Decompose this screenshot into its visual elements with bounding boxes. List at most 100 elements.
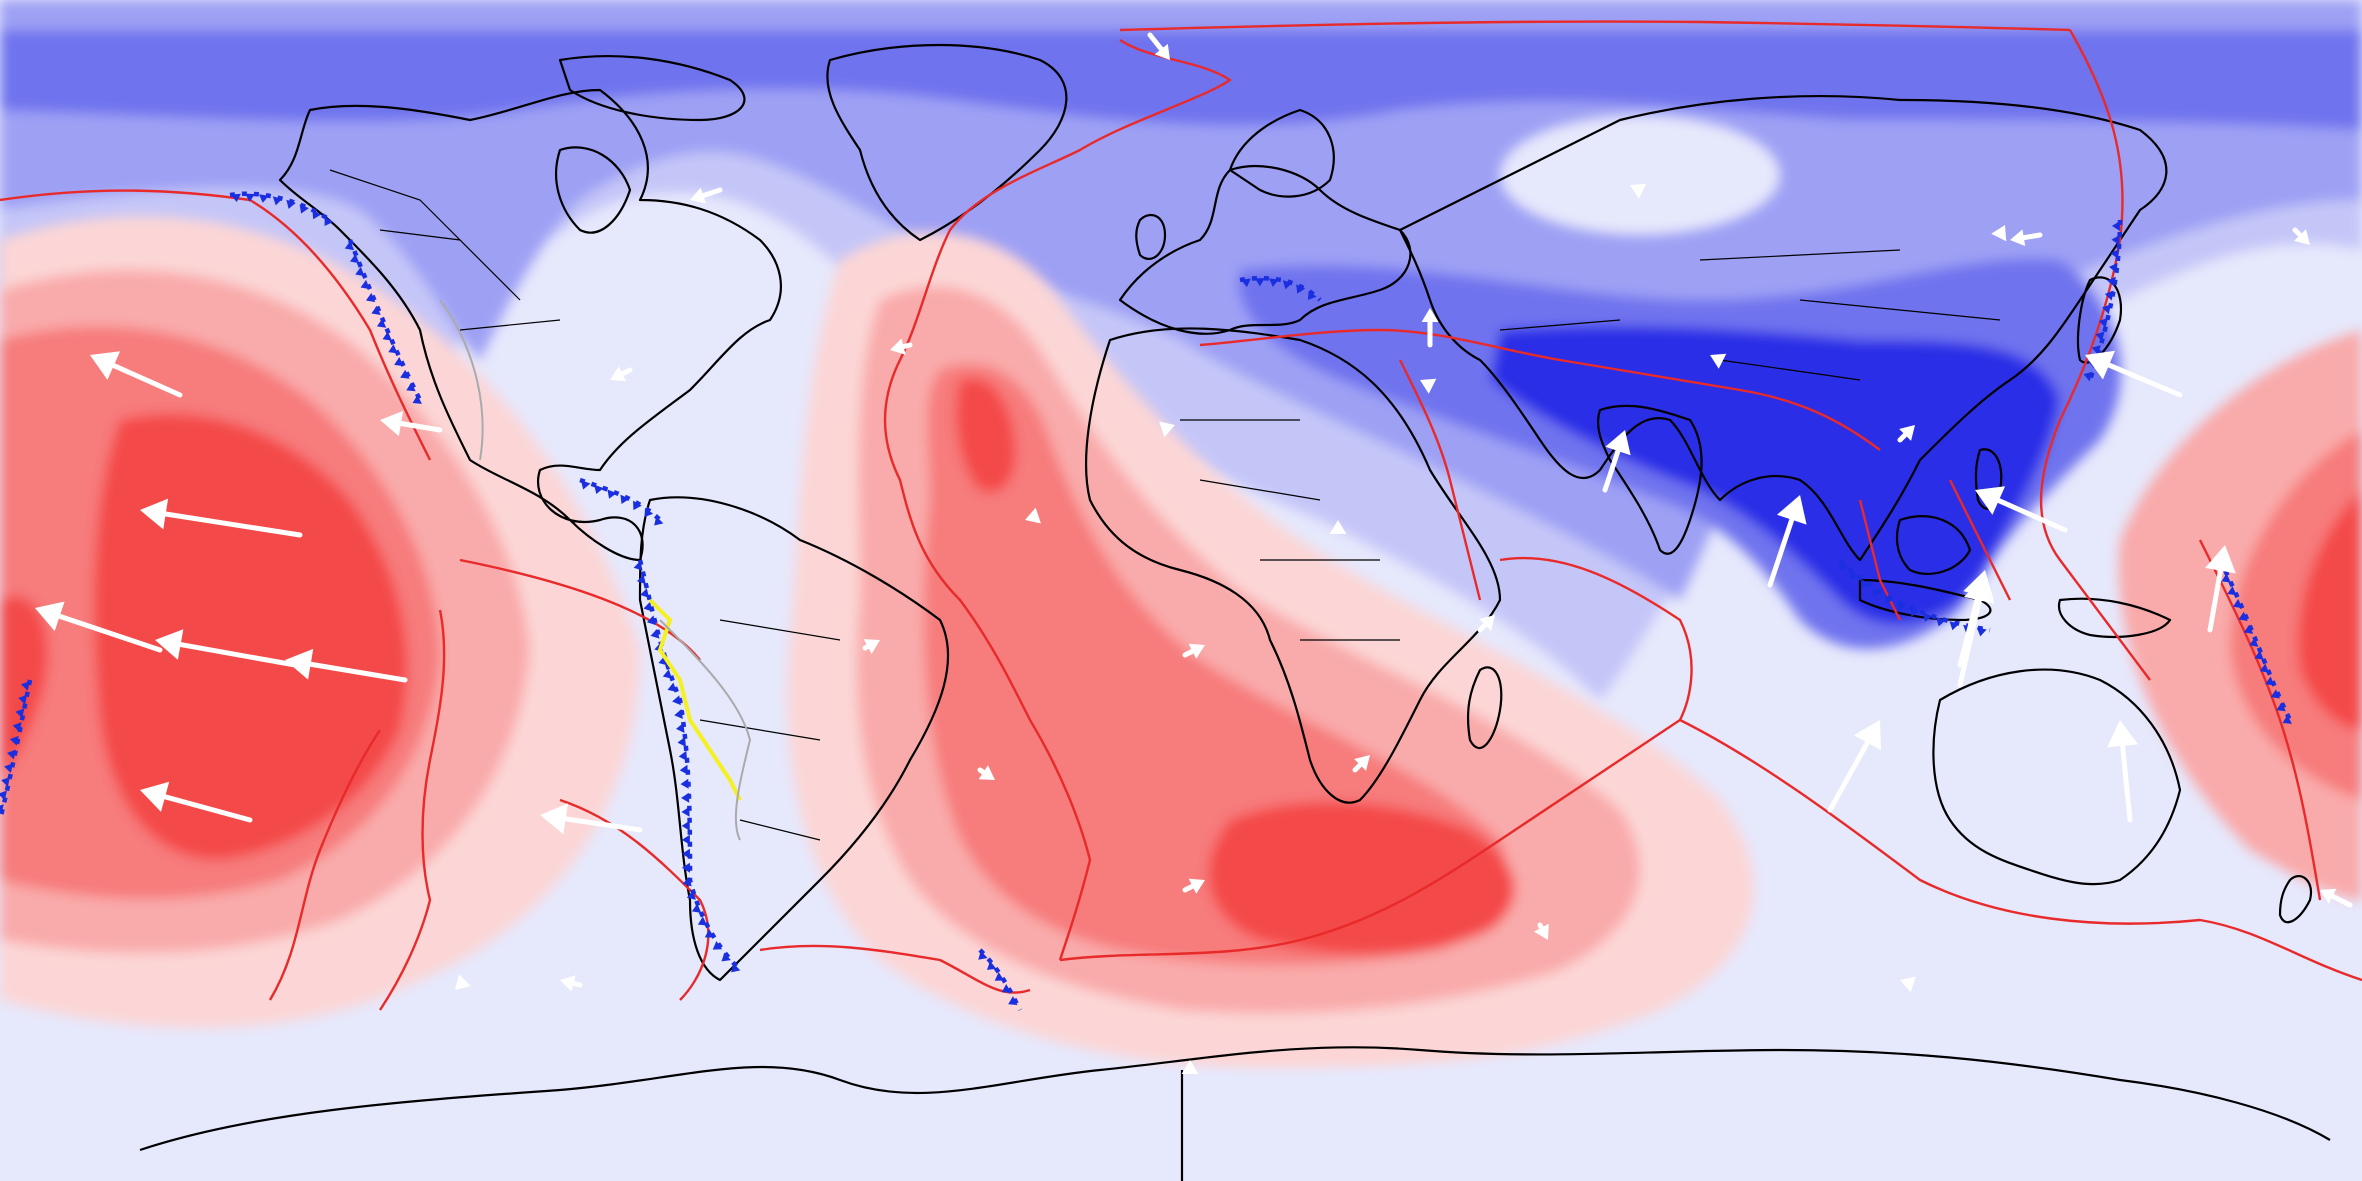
subduction-triangle-icon bbox=[1296, 284, 1306, 294]
subduction-triangle-icon bbox=[1307, 290, 1317, 301]
subduction-triangle-icon bbox=[674, 709, 683, 720]
subduction-triangle-icon bbox=[986, 961, 997, 970]
subduction-triangle-icon bbox=[1008, 996, 1018, 1006]
subduction-triangle-icon bbox=[1976, 627, 1987, 637]
subduction-triangle-icon bbox=[2107, 276, 2116, 287]
velocity-arrow-icon bbox=[1534, 922, 1549, 940]
arrow-shaft bbox=[977, 767, 986, 775]
arrow-head bbox=[1354, 755, 1370, 771]
arrow-shaft bbox=[308, 661, 408, 683]
andean-volcanic-arc bbox=[648, 598, 742, 801]
andean-inner-line bbox=[659, 619, 752, 841]
arrow-head bbox=[863, 639, 880, 654]
subduction-triangle-icon bbox=[1949, 621, 1960, 631]
philippine-boundary bbox=[1858, 479, 2012, 621]
subduction-triangle-icon bbox=[1861, 579, 1870, 589]
subduction-triangle-icon bbox=[681, 834, 690, 845]
velocity-arrow-icon bbox=[1630, 183, 1647, 199]
velocity-arrow-icon bbox=[2320, 888, 2353, 908]
subduction-triangle-icon bbox=[1254, 278, 1265, 287]
subduction-triangle-icon bbox=[636, 574, 646, 585]
subduction-triangle-icon bbox=[620, 494, 630, 505]
arrow-head bbox=[1899, 425, 1915, 441]
velocity-arrows bbox=[35, 32, 2353, 1074]
arrow-head bbox=[1975, 486, 2006, 515]
arrow-shaft bbox=[901, 342, 913, 350]
hudson-bay-coast bbox=[555, 146, 632, 234]
arrow-head bbox=[2320, 888, 2337, 904]
arrow-head bbox=[140, 781, 170, 812]
subduction-triangle-icon bbox=[686, 890, 696, 900]
velocity-arrow-icon bbox=[2085, 350, 2183, 398]
velocity-arrow-icon bbox=[2205, 545, 2236, 633]
arrow-shaft bbox=[1827, 740, 1870, 813]
subduction-triangle-icon bbox=[1922, 612, 1933, 622]
velocity-arrow-icon bbox=[140, 781, 253, 823]
arrow-head bbox=[1025, 507, 1041, 524]
arrow-shaft bbox=[163, 511, 303, 538]
african-upwelling bbox=[787, 232, 1754, 1073]
velocity-arrow-icon bbox=[1159, 421, 1175, 438]
arrow-shaft bbox=[571, 980, 583, 988]
subduction-triangle-icon bbox=[0, 790, 7, 801]
indonesia-coast bbox=[1858, 578, 1992, 622]
arrow-shaft bbox=[178, 642, 298, 668]
arrow-head bbox=[2205, 545, 2236, 574]
tonga-trench bbox=[2217, 558, 2293, 722]
arrow-head bbox=[540, 803, 569, 835]
subduction-triangle-icon bbox=[1884, 594, 1894, 605]
subduction-triangle-icon bbox=[731, 963, 741, 973]
subduction-triangle-icon bbox=[2109, 262, 2118, 273]
subduction-triangle-icon bbox=[1282, 280, 1293, 290]
subduction-triangle-icon bbox=[365, 292, 376, 303]
velocity-arrow-icon bbox=[1767, 495, 1807, 588]
subduction-triangle-icon bbox=[2232, 598, 2243, 609]
subduction-triangle-icon bbox=[15, 708, 25, 719]
velocity-arrow-icon bbox=[1182, 643, 1205, 659]
arrow-shaft bbox=[1996, 498, 2068, 533]
subduction-triangle-icon bbox=[412, 394, 422, 404]
rocky-inner-line bbox=[439, 299, 484, 461]
velocity-arrow-icon bbox=[540, 803, 643, 835]
subduction-triangle-icon bbox=[2276, 702, 2286, 712]
arrow-head bbox=[560, 975, 576, 992]
velocity-arrow-icon bbox=[455, 974, 471, 990]
velocity-arrow-icon bbox=[610, 366, 633, 382]
africa-coast bbox=[1085, 327, 1502, 804]
subduction-triangle-icon bbox=[2095, 331, 2105, 342]
subduction-triangle-icon bbox=[350, 253, 360, 264]
subduction-triangle-icon bbox=[2249, 637, 2259, 647]
subduction-triangle-icon bbox=[244, 193, 255, 202]
arrow-head bbox=[1605, 430, 1631, 456]
arrow-shaft bbox=[2292, 227, 2303, 238]
alpine-himalayan-belt bbox=[1199, 328, 1881, 451]
velocity-arrow-icon bbox=[1352, 755, 1370, 773]
subduction-triangle-icon bbox=[324, 216, 334, 226]
subduction-triangle-icon bbox=[1909, 607, 1920, 617]
subduction-triangle-icon bbox=[400, 369, 410, 379]
subduction-triangle-icon bbox=[1936, 617, 1946, 627]
velocity-arrow-icon bbox=[1602, 430, 1631, 493]
subduction-triangle-icon bbox=[2282, 714, 2292, 724]
border-line bbox=[329, 169, 561, 331]
subduction-triangle-icon bbox=[682, 876, 692, 887]
subduction-triangle-icon bbox=[2110, 248, 2119, 259]
subduction-triangle-icon bbox=[371, 305, 381, 315]
arrow-head bbox=[2085, 350, 2116, 380]
arrow-shaft bbox=[1537, 922, 1544, 931]
subduction-triangle-icon bbox=[299, 204, 309, 214]
subduction-triangle-icon bbox=[667, 682, 677, 692]
velocity-arrow-icon bbox=[1181, 1060, 1199, 1074]
velocity-arrow-icon bbox=[35, 601, 163, 653]
subduction-triangle-icon bbox=[394, 357, 404, 367]
subduction-triangle-icon bbox=[312, 209, 322, 220]
subduction-triangle-icon bbox=[672, 695, 681, 706]
subduction-triangle-icon bbox=[360, 279, 370, 290]
arrow-shaft bbox=[1957, 597, 1982, 688]
border-line bbox=[1180, 419, 1400, 641]
arrow-head bbox=[1159, 421, 1175, 438]
southeast-indian-ridge bbox=[1679, 718, 2362, 982]
velocity-arrow-icon bbox=[1957, 570, 1994, 668]
india-coast bbox=[1596, 404, 1703, 555]
velocity-arrow-icon bbox=[90, 351, 183, 398]
